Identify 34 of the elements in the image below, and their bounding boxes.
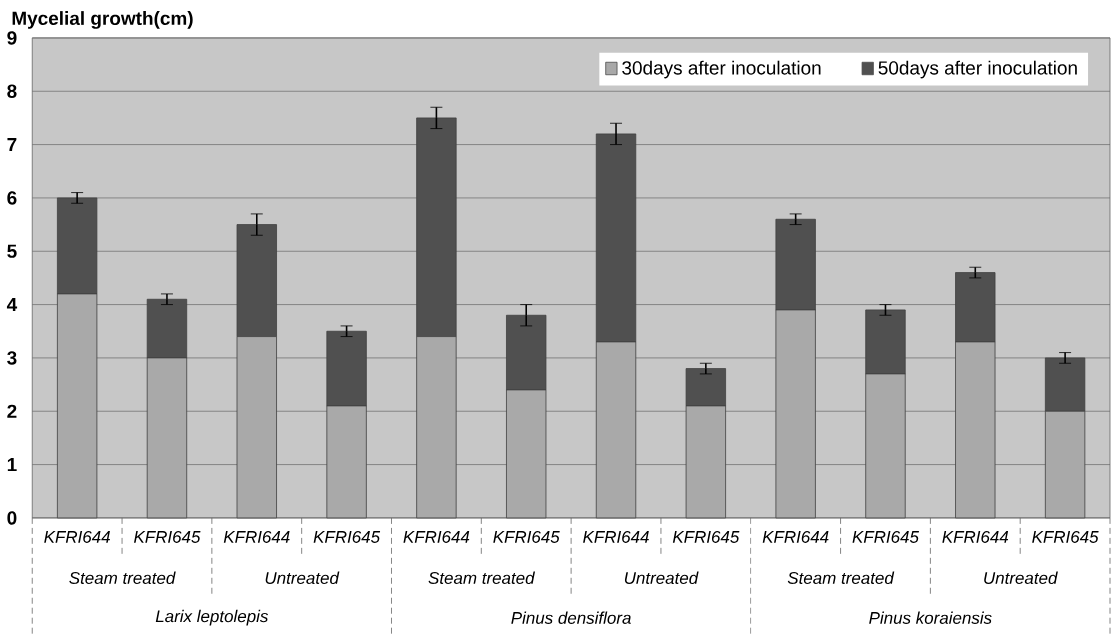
x-tick-label: KFRI644: [583, 530, 649, 543]
x-tick-label: KFRI645: [1032, 530, 1099, 543]
text: Steam treated: [428, 571, 536, 585]
y-tick-label: 0: [7, 511, 17, 525]
text: Steam treated: [69, 571, 176, 585]
y-axis-title: Mycelial growth(cm): [12, 11, 193, 29]
x-tick-label: KFRI645: [672, 530, 740, 543]
x-tick-label: KFRI644: [403, 530, 470, 543]
text: Pinus koraiensis: [869, 611, 992, 624]
x-tick-label: KFRI645: [134, 530, 201, 543]
text: Untreated: [984, 571, 1058, 585]
x-tick-label: KFRI644: [223, 530, 290, 543]
text: Untreated: [265, 571, 340, 585]
y-tick-label: 1: [7, 458, 17, 472]
y-tick-label: 3: [7, 351, 17, 365]
y-tick-label: 5: [7, 244, 17, 258]
x-tick-label: KFRI644: [44, 530, 110, 543]
y-tick-label: 9: [7, 31, 17, 45]
x-tick-label: KFRI645: [313, 530, 381, 543]
y-tick-label: 7: [7, 138, 17, 152]
legend-label: 50days after inoculation: [878, 60, 1077, 79]
x-tick-label: KFRI644: [942, 530, 1009, 543]
y-tick-label: 8: [7, 84, 17, 98]
y-tick-label: 4: [6, 298, 18, 312]
x-tick-label: KFRI644: [762, 530, 829, 543]
x-tick-label: KFRI645: [493, 530, 560, 543]
y-tick-label: 6: [7, 191, 17, 205]
x-tick-label: KFRI645: [852, 530, 919, 543]
text: Steam treated: [787, 571, 895, 585]
text: Larix leptolepis: [155, 609, 269, 626]
legend-label: 30days after inoculation: [622, 60, 821, 79]
text: Pinus densiflora: [511, 611, 631, 624]
text: Untreated: [624, 571, 699, 585]
y-tick-label: 2: [7, 404, 17, 418]
